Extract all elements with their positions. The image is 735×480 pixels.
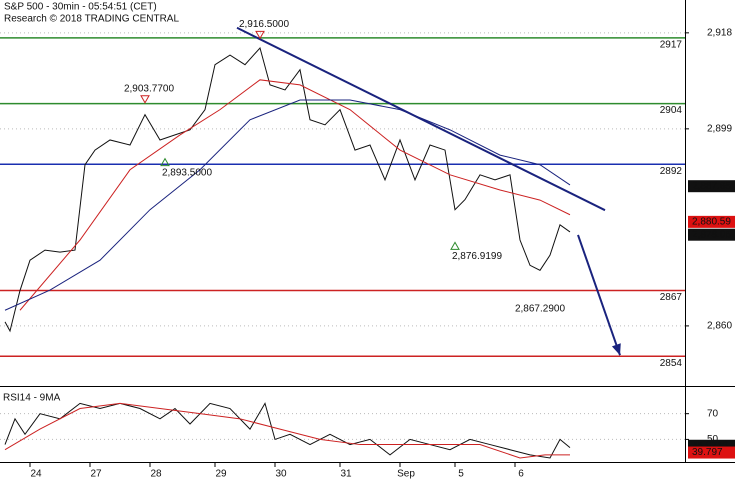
annotation: 2,876.9199	[452, 251, 502, 262]
marker-up	[160, 157, 170, 167]
price-box	[688, 228, 735, 241]
marker-up	[450, 241, 460, 250]
arrow	[577, 234, 621, 356]
series-line	[19, 79, 571, 311]
chart-title: S&P 500 - 30min - 05:54:51 (CET)	[4, 2, 157, 13]
level-label: 2867	[660, 292, 683, 303]
price-label: 45.0713	[692, 440, 729, 451]
price-label: 2,878.05	[692, 229, 731, 240]
annotation: 2,916.5000	[239, 19, 289, 30]
x-tick-label: Sep	[397, 469, 415, 480]
x-tick-label: 27	[90, 469, 102, 480]
y-tick-label: 50	[707, 434, 719, 445]
x-tick-label: 24	[30, 469, 42, 480]
x-tick-label: 30	[275, 469, 287, 480]
level-label: 2904	[660, 105, 683, 116]
price-box	[688, 180, 735, 193]
annotation: 2,867.2900	[515, 304, 565, 315]
chart-subtitle: Research © 2018 TRADING CENTRAL	[4, 14, 179, 25]
y-tick-label: 2,899	[707, 123, 732, 134]
annotation: 2,893.5000	[162, 167, 212, 178]
level-label: 2892	[660, 166, 683, 177]
y-tick-label: 2,860	[707, 321, 732, 332]
price-label: 2,887.65	[692, 181, 731, 192]
y-tick-label: 2,918	[707, 27, 732, 38]
series-line	[4, 99, 571, 311]
price-box	[688, 446, 735, 459]
x-tick-label: 31	[340, 469, 352, 480]
x-tick-label: 29	[215, 469, 227, 480]
marker-down	[140, 95, 150, 104]
x-tick-label: 28	[150, 469, 162, 480]
level-label: 2854	[660, 358, 683, 369]
x-tick-label: 6	[518, 469, 524, 480]
marker-down	[255, 30, 265, 40]
arrow-head	[611, 343, 621, 356]
price-label: 39.797	[692, 447, 723, 458]
series-line	[4, 402, 570, 459]
series-line	[4, 402, 571, 459]
annotation: 2,903.7700	[124, 83, 174, 94]
series-line	[4, 46, 571, 333]
x-tick-label: 5	[458, 469, 464, 480]
y-tick-label: 70	[707, 408, 719, 419]
panel-title: RSI14 - 9MA	[3, 393, 61, 404]
price-box	[688, 215, 735, 228]
level-label: 2917	[660, 40, 683, 51]
trendline	[236, 26, 606, 212]
price-label: 2,880.59	[692, 217, 731, 228]
